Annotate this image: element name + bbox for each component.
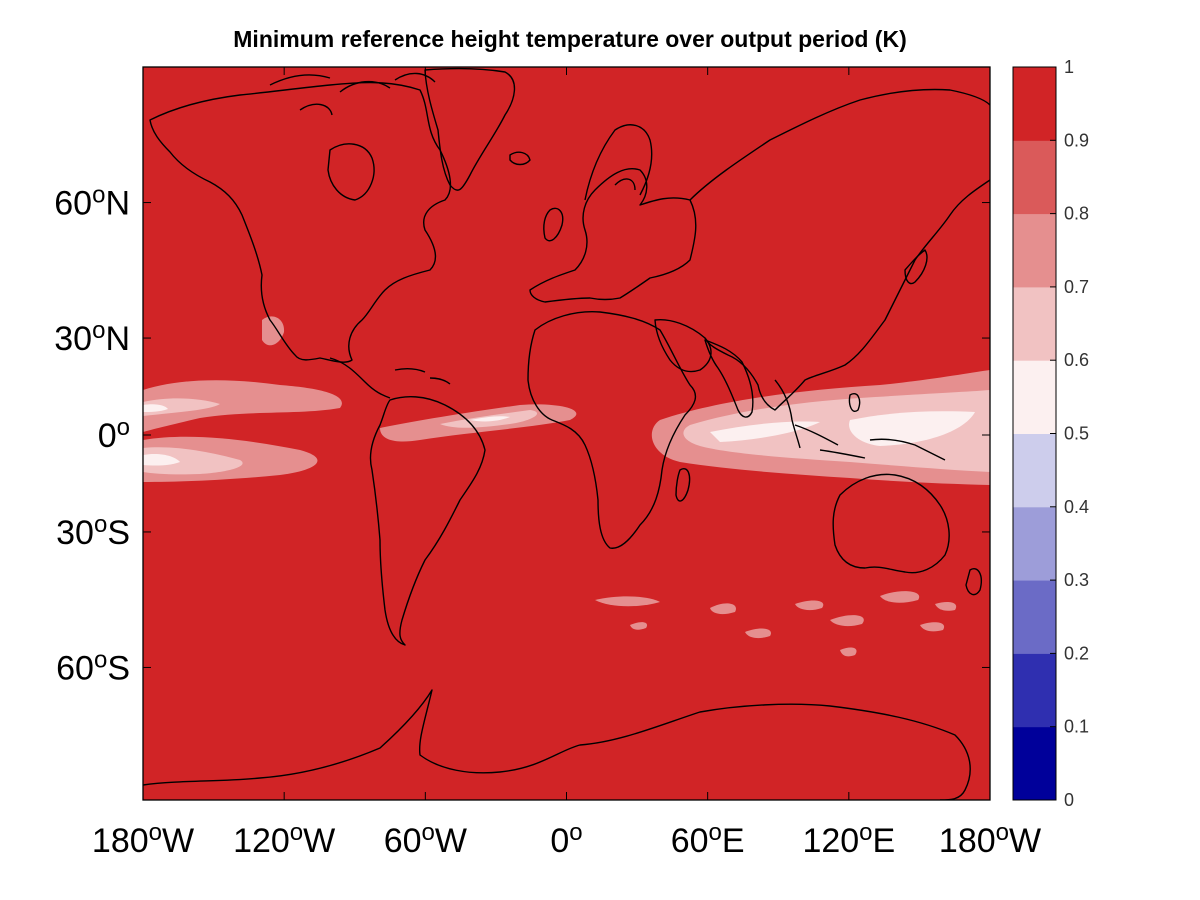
colorbar-ticks: 0 0.1 0.2 0.3 0.4 0.5 0.6 0.7 0.8 0.9 1 bbox=[1050, 57, 1089, 810]
coast-scandinavia bbox=[584, 124, 653, 201]
coast-caribbean bbox=[394, 367, 451, 385]
colorbar-swatch bbox=[1013, 506, 1056, 581]
colorbar: 0 0.1 0.2 0.3 0.4 0.5 0.6 0.7 0.8 0.9 1 bbox=[1012, 57, 1089, 810]
colorbar-tick-label: 0.1 bbox=[1064, 717, 1089, 737]
coast-greenland bbox=[424, 67, 516, 191]
coast-se-asia bbox=[774, 379, 801, 449]
lon-tick-label: 120oW bbox=[233, 819, 335, 860]
colorbar-tick-label: 0.8 bbox=[1064, 204, 1089, 224]
tropical-band-pacific-west bbox=[143, 380, 342, 432]
tropical-band-pacific-white bbox=[849, 411, 975, 446]
coast-indonesia bbox=[794, 393, 946, 461]
colorbar-tick-label: 0 bbox=[1064, 790, 1074, 810]
lon-tick-label: 60oE bbox=[671, 819, 745, 860]
colorbar-swatches bbox=[1013, 67, 1056, 801]
colorbar-tick-label: 0.9 bbox=[1064, 130, 1089, 150]
lon-tick-label: 180oW bbox=[92, 819, 194, 860]
coast-australia bbox=[832, 473, 950, 574]
colorbar-tick-label: 0.7 bbox=[1064, 277, 1089, 297]
colorbar-swatch bbox=[1013, 140, 1056, 215]
coast-north-america bbox=[149, 81, 452, 363]
southern-ocean-patches bbox=[595, 591, 957, 657]
map-title: Minimum reference height temperature ove… bbox=[233, 26, 907, 52]
colorbar-tick-label: 0.2 bbox=[1064, 643, 1089, 663]
colorbar-swatch bbox=[1013, 360, 1056, 434]
lat-tick-label: 30oS bbox=[56, 511, 130, 552]
axis-ticks bbox=[142, 67, 991, 800]
colorbar-tick-label: 0.5 bbox=[1064, 424, 1089, 444]
colorbar-swatch bbox=[1013, 653, 1056, 728]
colorbar-swatch bbox=[1013, 286, 1056, 361]
colorbar-tick-label: 0.4 bbox=[1064, 497, 1089, 517]
map-plot-area bbox=[142, 66, 991, 801]
lat-tick-label: 60oN bbox=[54, 182, 130, 223]
colorbar-tick-label: 0.3 bbox=[1064, 570, 1089, 590]
coast-africa bbox=[527, 310, 697, 549]
coast-south-america bbox=[369, 396, 486, 646]
lat-tick-label: 0o bbox=[98, 414, 130, 455]
low-value-bands bbox=[143, 316, 990, 657]
longitude-labels: 180oW 120oW 60oW 0o 60oE 120oE 180oW bbox=[92, 819, 1041, 860]
tropical-band-west-edge-white bbox=[143, 453, 180, 466]
lon-tick-label: 180oW bbox=[939, 819, 1041, 860]
colorbar-swatch bbox=[1013, 67, 1056, 141]
coast-central-america bbox=[329, 357, 391, 399]
coast-asia bbox=[689, 88, 990, 411]
tropical-band-atlantic-white bbox=[470, 416, 510, 422]
lon-tick-label: 60oW bbox=[384, 819, 467, 860]
coast-india bbox=[704, 339, 754, 418]
tropical-band-west-top-white bbox=[143, 404, 168, 412]
coast-arctic-islands bbox=[269, 72, 436, 116]
colorbar-tick-label: 0.6 bbox=[1064, 350, 1089, 370]
lat-tick-label: 30oN bbox=[54, 317, 130, 358]
coast-hudson-bay bbox=[327, 143, 375, 201]
colorbar-swatch bbox=[1013, 433, 1056, 508]
latitude-labels: 60oN 30oN 0o 30oS 60oS bbox=[54, 182, 130, 688]
lon-tick-label: 120oE bbox=[802, 819, 895, 860]
lat-tick-label: 60oS bbox=[56, 646, 130, 687]
coast-madagascar bbox=[675, 468, 691, 502]
colorbar-swatch bbox=[1013, 726, 1056, 801]
subtropic-patch-mexico bbox=[262, 316, 285, 346]
coast-iceland bbox=[509, 151, 531, 166]
colorbar-swatch bbox=[1013, 580, 1056, 654]
tropical-band-indian-white bbox=[710, 421, 820, 442]
tropical-band-pacific-top-core bbox=[143, 398, 220, 416]
tropical-band-pacific-core bbox=[143, 447, 243, 475]
coast-antarctica bbox=[143, 689, 971, 800]
coastlines bbox=[143, 67, 990, 800]
coast-arabia bbox=[654, 318, 712, 373]
colorbar-swatch bbox=[1013, 213, 1056, 288]
tropical-band-indian-core bbox=[683, 390, 990, 472]
coast-japan bbox=[904, 249, 928, 285]
colorbar-tick-label: 1 bbox=[1064, 57, 1074, 77]
coast-british-isles bbox=[543, 207, 564, 242]
lon-tick-label: 0o bbox=[550, 819, 582, 860]
coast-new-zealand bbox=[965, 568, 982, 596]
